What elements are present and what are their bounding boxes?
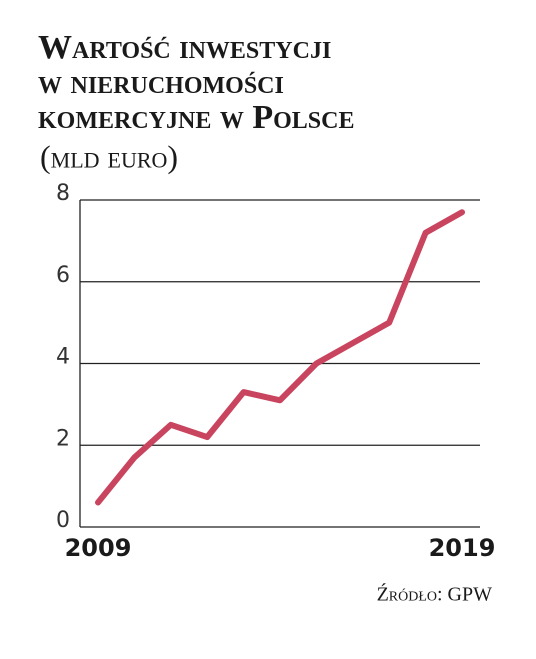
y-tick-label: 6 [56, 263, 70, 288]
y-tick-label: 2 [56, 426, 70, 451]
chart-title: w nieruchomości [38, 64, 284, 101]
chart-subtitle: (mld euro) [40, 138, 178, 174]
y-tick-label: 4 [56, 345, 70, 370]
data-line [95, 209, 465, 506]
x-tick-label: 2009 [65, 534, 132, 562]
y-tick-label: 0 [56, 508, 70, 533]
chart-title: komercyjne w Polsce [38, 99, 354, 136]
y-tick-label: 8 [56, 181, 70, 206]
x-tick-label: 2019 [429, 534, 496, 562]
chart-title: Wartość inwestycji [38, 29, 331, 66]
source: Źródło: GPW [377, 583, 493, 606]
